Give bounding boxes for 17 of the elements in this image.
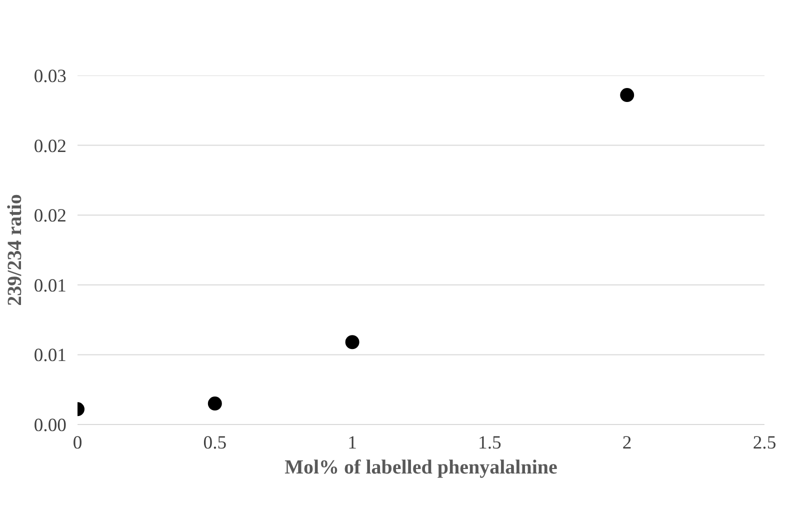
y-tick-label: 0.00 (34, 415, 67, 436)
x-tick-label: 1.5 (478, 432, 502, 454)
point (208, 396, 222, 411)
x-tick-label: 2.5 (752, 432, 776, 454)
x-tick-label: 1 (348, 432, 357, 454)
y-tick-label: 0.01 (34, 345, 67, 366)
x-tick-label: 0.5 (203, 432, 227, 454)
x-tick-label: 2 (622, 432, 632, 454)
point (345, 335, 360, 350)
y-tick-label: 0.03 (34, 66, 67, 87)
y-tick-label: 0.02 (34, 206, 67, 227)
x-tick-label: 0 (72, 432, 82, 454)
point (620, 88, 634, 102)
y-tick-label: 0.01 (34, 275, 67, 296)
y-tick-label: 0.02 (34, 136, 67, 157)
y-axis-title: 239/234 ratio (4, 194, 26, 306)
x-axis-title: Mol% of labelled phenyalalnine (284, 456, 558, 478)
